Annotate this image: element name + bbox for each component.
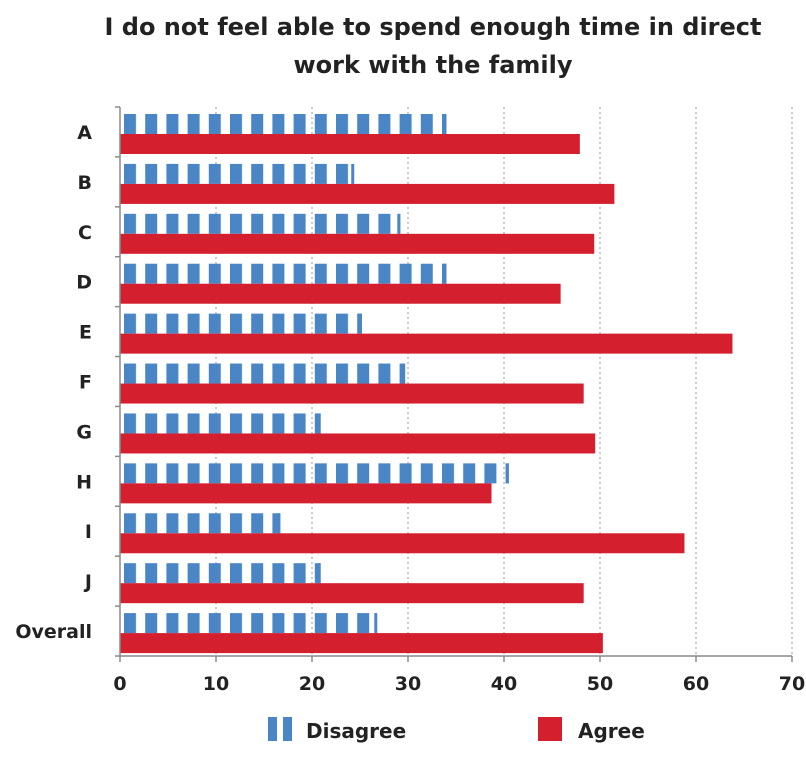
category-label-overall: Overall <box>15 621 92 643</box>
category-label-g: G <box>76 421 92 443</box>
bar-agree-f <box>120 383 584 404</box>
bar-disagree-end-i <box>277 513 281 534</box>
category-label-c: C <box>78 222 92 244</box>
bar-disagree-end-c <box>397 213 401 234</box>
legend-swatch-agree <box>538 717 562 741</box>
legend-label-disagree: Disagree <box>306 719 406 743</box>
bar-agree-h <box>120 483 492 504</box>
bar-disagree-g <box>120 413 321 434</box>
bar-disagree-a <box>120 114 447 134</box>
bar-disagree-end-e <box>358 313 362 334</box>
bar-disagree-b <box>120 163 355 184</box>
bar-agree-a <box>120 134 580 154</box>
bar-agree-e <box>120 333 733 354</box>
axes: A B C D E F G H I J Overall 0 10 20 30 40 50 60 70 <box>15 106 805 695</box>
bar-agree-overall <box>120 633 603 654</box>
category-label-i: I <box>85 521 92 543</box>
legend-label-agree: Agree <box>578 719 645 743</box>
bar-agree-b <box>120 183 615 204</box>
bar-agree-c <box>120 233 595 254</box>
x-tick-label-40: 40 <box>491 673 517 695</box>
bar-disagree-c <box>120 213 401 234</box>
bar-agree-j <box>120 583 584 604</box>
category-label-a: A <box>77 122 92 144</box>
bar-disagree-overall <box>120 613 378 634</box>
chart-title-line-2: work with the family <box>293 51 573 79</box>
bar-disagree-h <box>120 463 509 484</box>
bar-disagree-end-a <box>443 114 447 134</box>
category-label-j: J <box>83 571 92 593</box>
bar-disagree-f <box>120 363 406 384</box>
x-tick-label-20: 20 <box>299 673 325 695</box>
category-label-b: B <box>78 172 92 194</box>
x-tick-label-70: 70 <box>779 673 805 695</box>
bar-disagree-end-overall <box>374 613 378 634</box>
bar-disagree-end-h <box>505 463 509 484</box>
x-tick-label-0: 0 <box>113 673 126 695</box>
bar-disagree-end-d <box>443 263 447 284</box>
bar-agree-i <box>120 533 685 554</box>
x-tick-label-60: 60 <box>683 673 709 695</box>
category-label-d: D <box>76 272 92 294</box>
chart-title-line-1: I do not feel able to spend enough time … <box>104 13 762 41</box>
category-label-h: H <box>76 471 92 493</box>
bar-disagree-e <box>120 313 362 334</box>
bar-disagree-end-f <box>402 363 406 384</box>
bar-disagree-i <box>120 513 281 534</box>
chart-title: I do not feel able to spend enough time … <box>60 8 806 84</box>
x-tick-label-50: 50 <box>587 673 613 695</box>
bar-disagree-d <box>120 263 447 284</box>
legend-swatch-disagree-2 <box>283 717 292 741</box>
bar-disagree-end-j <box>317 563 321 584</box>
category-label-f: F <box>79 372 92 394</box>
legend-swatch-disagree <box>268 717 277 741</box>
bar-agree-g <box>120 433 596 454</box>
x-tick-label-30: 30 <box>395 673 421 695</box>
bar-disagree-end-b <box>351 163 355 184</box>
legend: Disagree Agree <box>268 717 645 743</box>
x-tick-label-10: 10 <box>203 673 229 695</box>
category-label-e: E <box>79 322 92 344</box>
bar-agree-d <box>120 283 561 304</box>
bars <box>120 114 733 654</box>
bar-disagree-end-g <box>317 413 321 434</box>
bar-disagree-j <box>120 563 321 584</box>
